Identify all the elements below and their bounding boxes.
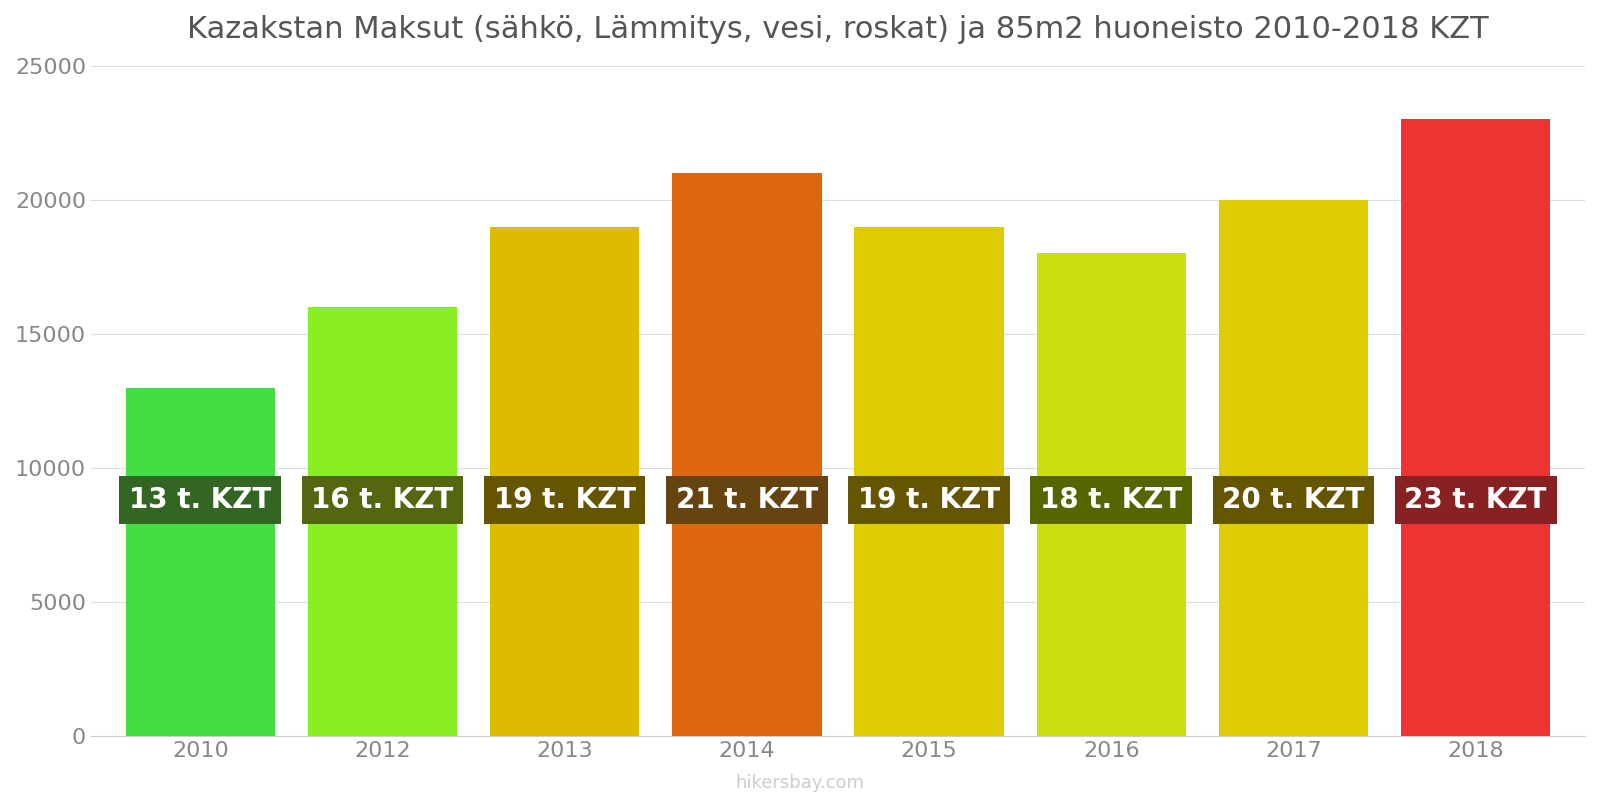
Text: 19 t. KZT: 19 t. KZT [494,486,635,514]
Bar [1402,119,1550,736]
Bar [1037,254,1186,736]
Text: 18 t. KZT: 18 t. KZT [1040,486,1182,514]
Bar [307,307,458,736]
Text: 21 t. KZT: 21 t. KZT [675,486,818,514]
Bar [490,226,640,736]
Bar [672,173,821,736]
Bar [854,226,1003,736]
Text: 20 t. KZT: 20 t. KZT [1222,486,1365,514]
Text: hikersbay.com: hikersbay.com [736,774,864,792]
Bar [1219,200,1368,736]
Bar [126,387,275,736]
Text: 19 t. KZT: 19 t. KZT [858,486,1000,514]
Title: Kazakstan Maksut (sähkö, Lämmitys, vesi, roskat) ja 85m2 huoneisto 2010-2018 KZT: Kazakstan Maksut (sähkö, Lämmitys, vesi,… [187,15,1490,44]
Text: 16 t. KZT: 16 t. KZT [312,486,454,514]
Text: 13 t. KZT: 13 t. KZT [130,486,272,514]
Text: 23 t. KZT: 23 t. KZT [1405,486,1547,514]
